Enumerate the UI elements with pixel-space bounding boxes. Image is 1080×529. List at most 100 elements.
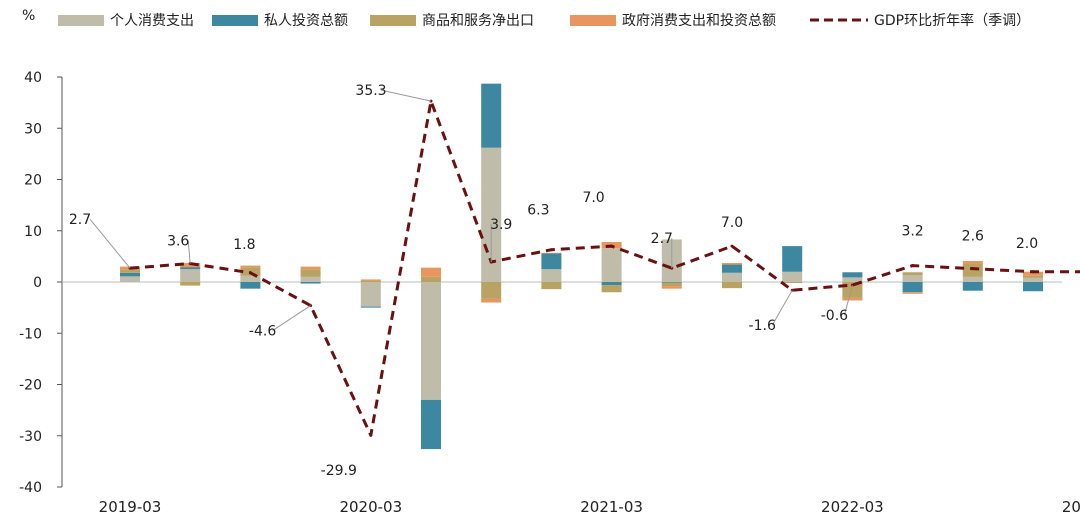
- gdp-point: [249, 271, 252, 274]
- bar-segment: [963, 277, 983, 282]
- bar-segment: [240, 282, 260, 289]
- y-unit-label: %: [22, 8, 35, 24]
- legend-swatch: [212, 15, 258, 26]
- data-label: 7.0: [721, 215, 743, 231]
- bar-segment: [301, 277, 321, 282]
- x-tick-label: 2022-03: [821, 498, 884, 516]
- bar-segment: [903, 272, 923, 275]
- x-tick-label: 2021-03: [580, 498, 643, 516]
- bar-segment: [1023, 275, 1043, 278]
- data-label: 2.6: [962, 229, 984, 245]
- data-label: 2.0: [1016, 236, 1038, 252]
- bar-segment: [361, 281, 381, 282]
- bar-segment: [361, 279, 381, 281]
- gdp-point: [971, 267, 974, 270]
- bar-segment: [782, 282, 802, 283]
- legend-swatch: [570, 15, 616, 26]
- bar-segment: [120, 273, 140, 277]
- legend-swatch: [370, 15, 416, 26]
- data-label: -29.9: [321, 463, 357, 479]
- bar-segment: [903, 275, 923, 282]
- y-tick-label: -40: [19, 480, 42, 496]
- y-tick-label: -30: [19, 429, 42, 445]
- bar-segment: [842, 298, 862, 301]
- bar-segment: [782, 246, 802, 272]
- legend-label: 商品和服务净出口: [422, 13, 534, 29]
- data-label-leader: [90, 219, 130, 268]
- bar-segment: [722, 265, 742, 273]
- bar-segment: [1023, 278, 1043, 282]
- bar-segment: [481, 282, 501, 299]
- bar-segment: [481, 84, 501, 148]
- legend-swatch: [58, 15, 104, 26]
- gdp-point: [550, 248, 553, 251]
- bars: [120, 84, 1080, 449]
- bar-segment: [602, 285, 622, 292]
- gdp-point: [731, 245, 734, 248]
- bar-segment: [662, 283, 682, 287]
- bar-segment: [421, 400, 441, 449]
- gdp-point: [1032, 270, 1035, 273]
- bar-segment: [963, 261, 983, 264]
- y-tick-label: 0: [33, 275, 42, 291]
- bar-segment: [180, 282, 200, 286]
- y-tick-label: -10: [19, 326, 42, 342]
- bar-segment: [120, 276, 140, 282]
- bar-segment: [421, 282, 441, 400]
- data-label: 1.8: [233, 237, 255, 253]
- bar-segment: [361, 282, 381, 307]
- data-label: 2.7: [651, 231, 673, 247]
- legend-label: 私人投资总额: [264, 13, 348, 29]
- bar-segment: [722, 263, 742, 265]
- bar-segment: [963, 264, 983, 277]
- gdp-point: [610, 245, 613, 248]
- legend-label: GDP环比折年率（季调）: [874, 12, 1030, 29]
- bar-segment: [722, 273, 742, 282]
- bar-segment: [541, 269, 561, 282]
- bar-segment: [180, 269, 200, 282]
- y-tick-label: 10: [24, 224, 42, 240]
- data-label-leader: [381, 90, 431, 101]
- bar-segment: [301, 267, 321, 270]
- bar-segment: [903, 282, 923, 292]
- bar-segment: [541, 282, 561, 289]
- bar-segment: [903, 292, 923, 294]
- bar-segment: [602, 248, 622, 282]
- data-label: 3.6: [167, 234, 189, 250]
- data-label: 2.7: [69, 212, 91, 228]
- bar-segment: [361, 307, 381, 308]
- x-tick-label: 2019-03: [99, 498, 162, 516]
- bar-segment: [180, 267, 200, 269]
- bar-segment: [541, 253, 561, 254]
- x-tick-label: 2023-03: [1062, 498, 1080, 516]
- y-tick-label: 40: [24, 70, 42, 86]
- data-label: -0.6: [821, 308, 848, 324]
- legend: 个人消费支出 私人投资总额 商品和服务净出口 政府消费支出和投资总额 GDP环比折年率（…: [58, 12, 1030, 29]
- data-label: 6.3: [527, 203, 549, 219]
- bar-segment: [662, 282, 682, 283]
- bar-segment: [240, 266, 260, 268]
- data-label: -1.6: [749, 318, 776, 334]
- y-tick-label: 30: [24, 121, 42, 137]
- y-tick-label: -20: [19, 378, 42, 394]
- bar-segment: [963, 282, 983, 291]
- bar-segment: [481, 299, 501, 303]
- data-label: 7.0: [582, 190, 604, 206]
- data-label: 3.2: [901, 224, 923, 240]
- data-label-leader: [273, 306, 311, 331]
- gdp-point: [369, 434, 372, 437]
- legend-label: 个人消费支出: [110, 13, 194, 29]
- bar-segment: [1023, 282, 1043, 291]
- bar-segment: [301, 269, 321, 277]
- legend-label: 政府消费支出和投资总额: [622, 13, 776, 29]
- bar-segment: [421, 277, 441, 282]
- bar-segment: [120, 269, 140, 273]
- bar-segment: [421, 268, 441, 277]
- bar-segment: [240, 276, 260, 282]
- bar-segment: [541, 253, 561, 269]
- data-label: -4.6: [249, 324, 276, 340]
- bar-segment: [662, 286, 682, 289]
- gdp-point: [911, 264, 914, 267]
